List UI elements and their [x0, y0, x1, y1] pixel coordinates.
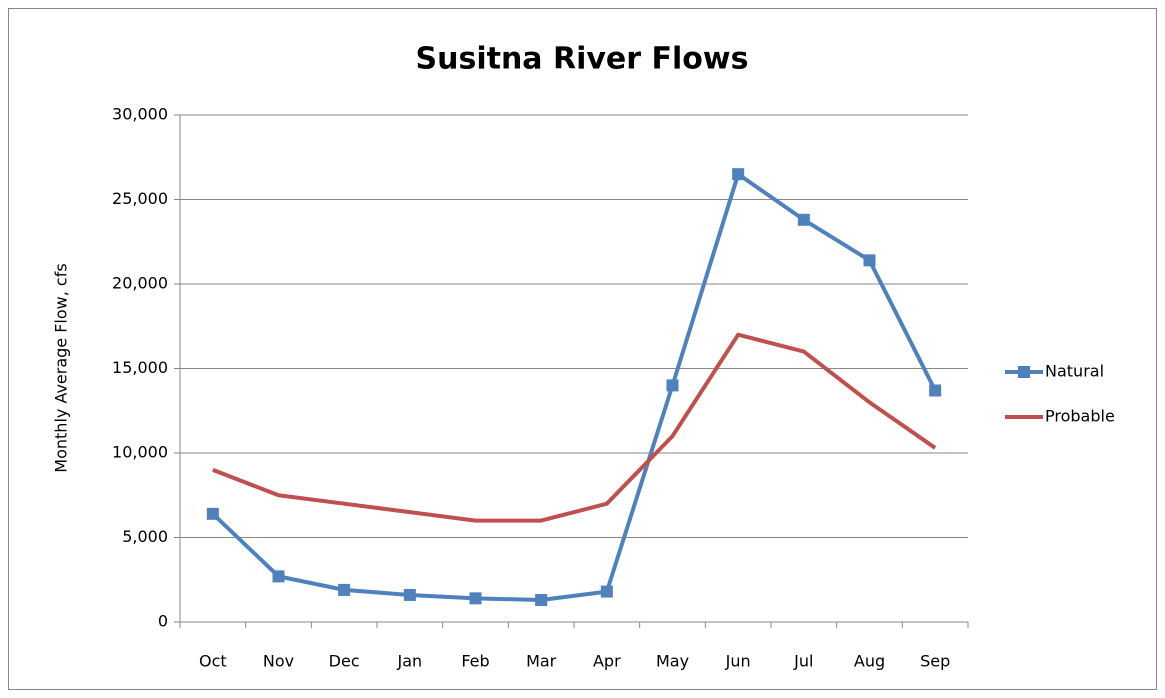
y-tick-label: 15,000 [112, 358, 168, 377]
x-tick-label: Mar [526, 652, 557, 671]
legend-marker [1018, 366, 1030, 378]
x-tick-label: Jan [396, 652, 422, 671]
legend-label: Probable [1045, 407, 1115, 426]
y-axis-label: Monthly Average Flow, cfs [52, 263, 71, 472]
marker [403, 588, 416, 601]
x-tick-label: Feb [461, 652, 489, 671]
marker [338, 583, 351, 596]
marker [863, 254, 876, 267]
line [212, 332, 937, 523]
marker [929, 384, 942, 397]
y-tick-label: 20,000 [112, 274, 168, 293]
x-tick-label: Nov [263, 652, 294, 671]
x-tick-label: Apr [593, 652, 621, 671]
marker [732, 168, 745, 181]
chart-border [8, 8, 1157, 690]
marker [469, 592, 482, 605]
x-tick-label: Oct [199, 652, 227, 671]
y-tick-label: 10,000 [112, 443, 168, 462]
y-tick-label: 25,000 [112, 189, 168, 208]
chart-title: Susitna River Flows [416, 42, 749, 77]
y-tick-label: 5,000 [122, 527, 168, 546]
y-tick-label: 0 [158, 612, 168, 631]
legend-label: Natural [1045, 362, 1104, 381]
marker [535, 594, 548, 607]
marker [600, 585, 613, 598]
x-tick-label: Jun [725, 652, 751, 671]
x-tick-label: May [656, 652, 689, 671]
marker [206, 507, 219, 520]
x-tick-label: Dec [329, 652, 360, 671]
x-tick-label: Aug [854, 652, 885, 671]
line [211, 172, 937, 603]
x-tick-label: Jul [793, 652, 813, 671]
marker [272, 570, 285, 583]
marker [666, 379, 679, 392]
x-tick-label: Sep [920, 652, 950, 671]
marker [797, 213, 810, 226]
y-tick-label: 30,000 [112, 105, 168, 124]
